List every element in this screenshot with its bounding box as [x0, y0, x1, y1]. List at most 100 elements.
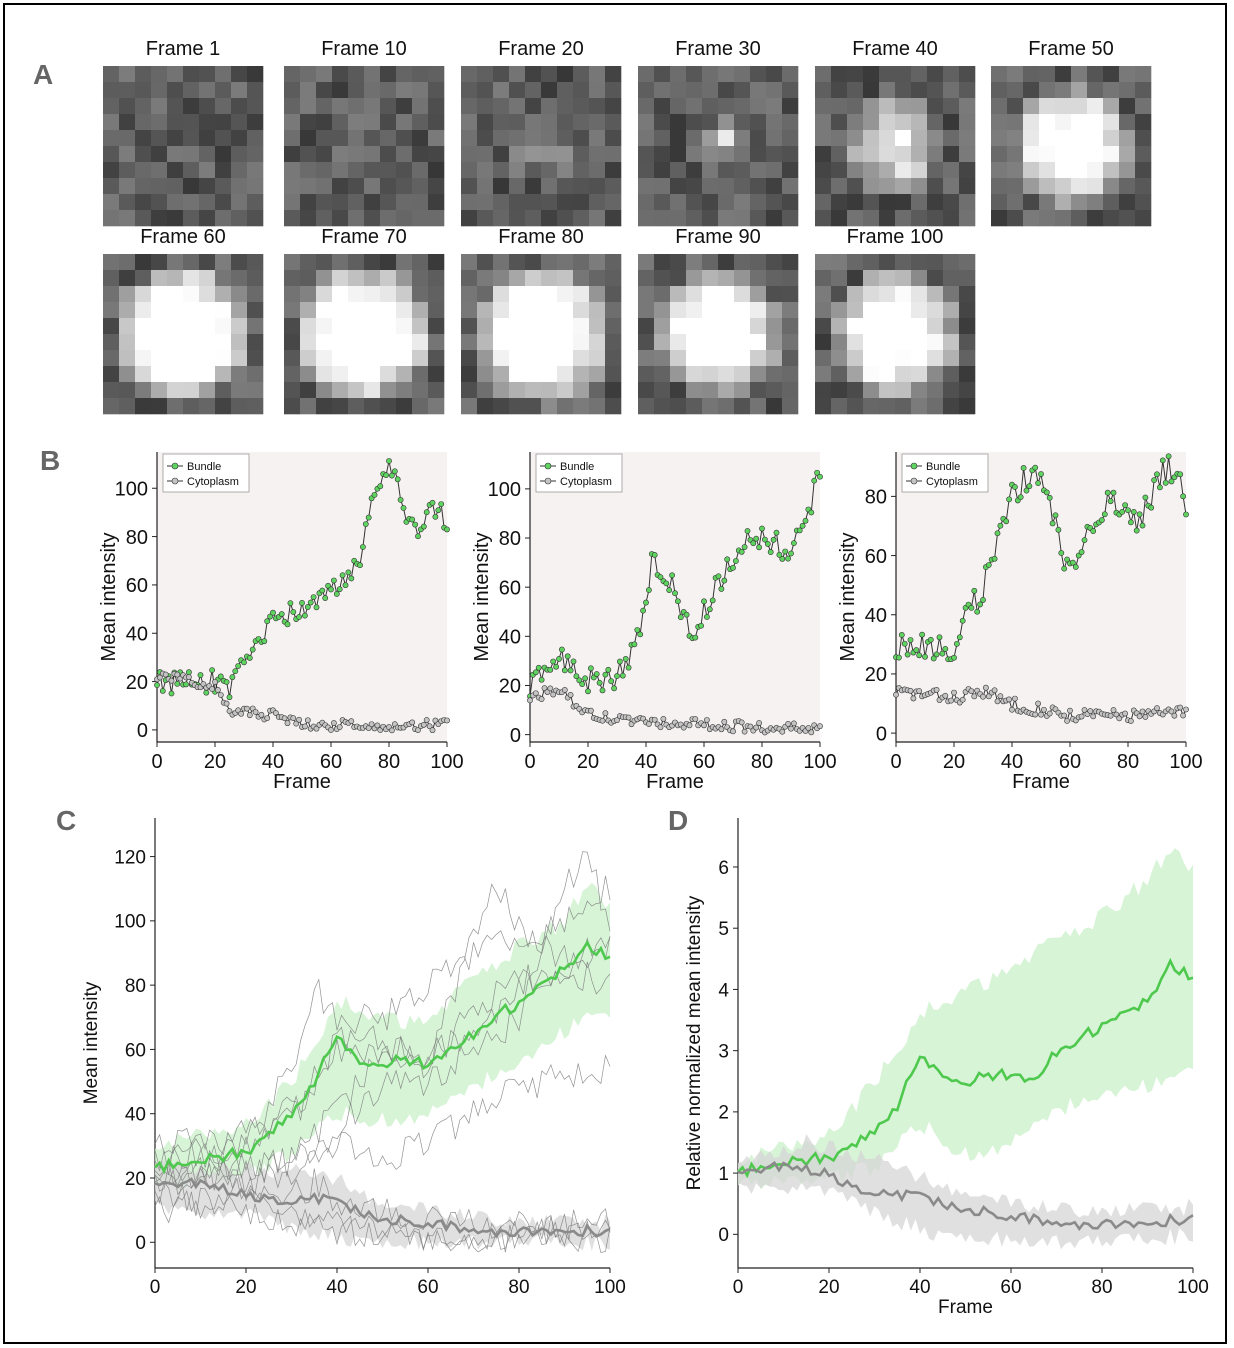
cytoplasm-point: [272, 710, 279, 716]
pixel: [1071, 210, 1088, 227]
pixel: [509, 286, 526, 303]
pixel: [1087, 194, 1104, 211]
pixel: [605, 254, 622, 271]
pixel: [815, 382, 832, 399]
pixel: [525, 334, 542, 351]
pixel: [879, 382, 896, 399]
cytoplasm-point: [948, 697, 954, 704]
bundle-point: [553, 663, 559, 670]
pixel: [119, 130, 136, 147]
pixel: [348, 318, 365, 335]
pixel: [589, 162, 606, 179]
bundle-point: [1128, 519, 1134, 526]
pixel: [718, 66, 735, 83]
pixel: [911, 178, 928, 195]
pixel: [702, 162, 719, 179]
pixel: [766, 382, 783, 399]
cytoplasm-point: [1110, 707, 1117, 713]
pixel: [654, 162, 671, 179]
pixel: [428, 318, 445, 335]
pixel: [927, 82, 944, 99]
pixel: [247, 146, 264, 163]
pixel: [831, 162, 848, 179]
pixel: [300, 334, 317, 351]
pixel: [863, 210, 880, 227]
pixel: [541, 254, 558, 271]
pixel: [103, 270, 120, 287]
pixel: [766, 130, 783, 147]
pixel: [943, 130, 960, 147]
pixel: [702, 366, 719, 383]
cytoplasm-point: [301, 723, 308, 730]
pixel: [766, 82, 783, 99]
pixel: [847, 366, 864, 383]
pixel: [1071, 146, 1088, 163]
bundle-point: [701, 598, 707, 605]
pixel: [847, 318, 864, 335]
pixel: [1119, 114, 1136, 131]
pixel: [332, 334, 349, 351]
pixel: [215, 98, 232, 115]
pixel: [879, 82, 896, 99]
bundle-point: [611, 685, 617, 692]
pixel: [670, 382, 687, 399]
pixel: [541, 210, 558, 227]
pixel: [670, 366, 687, 383]
bundle-point: [229, 674, 236, 681]
cytoplasm-point: [657, 724, 664, 731]
pixel: [638, 146, 655, 163]
pixel: [1135, 66, 1152, 83]
pixel: [300, 130, 317, 147]
frame-label: Frame 100: [847, 226, 944, 248]
pixel: [1103, 82, 1120, 99]
pixel: [316, 382, 333, 399]
pixel: [734, 366, 751, 383]
pixel: [927, 270, 944, 287]
pixel: [199, 210, 216, 227]
x-tick-label: 40: [1001, 751, 1023, 773]
pixel: [1039, 98, 1056, 115]
pixel: [927, 210, 944, 227]
pixel: [589, 98, 606, 115]
pixel: [316, 302, 333, 319]
legend-marker: [171, 477, 179, 485]
pixel: [199, 130, 216, 147]
pixel: [605, 334, 622, 351]
pixel: [557, 302, 574, 319]
pixel: [782, 398, 799, 415]
pixel: [638, 270, 655, 287]
pixel: [183, 334, 200, 351]
pixel: [782, 366, 799, 383]
pixel: [605, 82, 622, 99]
pixel: [766, 270, 783, 287]
plot-background: [157, 452, 447, 742]
cytoplasm-point: [252, 709, 259, 715]
pixel: [284, 302, 301, 319]
pixel: [428, 334, 445, 351]
pixel: [316, 254, 333, 271]
pixel: [316, 398, 333, 415]
pixel: [247, 66, 264, 83]
pixel: [911, 254, 928, 271]
pixel: [718, 366, 735, 383]
pixel: [943, 382, 960, 399]
pixel: [943, 162, 960, 179]
pixel: [1055, 146, 1072, 163]
pixel: [670, 66, 687, 83]
bundle-point: [631, 641, 638, 648]
pixel: [911, 398, 928, 415]
individual-trace: [154, 1054, 611, 1197]
pixel: [702, 286, 719, 303]
pixel: [573, 334, 590, 351]
x-tick-label: 40: [262, 751, 284, 773]
pixel: [300, 114, 317, 131]
pixel: [782, 130, 799, 147]
pixel: [847, 270, 864, 287]
bundle-point: [377, 483, 384, 490]
pixel: [734, 350, 751, 367]
pixel: [718, 350, 735, 367]
pixel: [654, 302, 671, 319]
pixel: [525, 302, 542, 319]
cytoplasm-point: [1183, 706, 1189, 713]
pixel: [943, 398, 960, 415]
